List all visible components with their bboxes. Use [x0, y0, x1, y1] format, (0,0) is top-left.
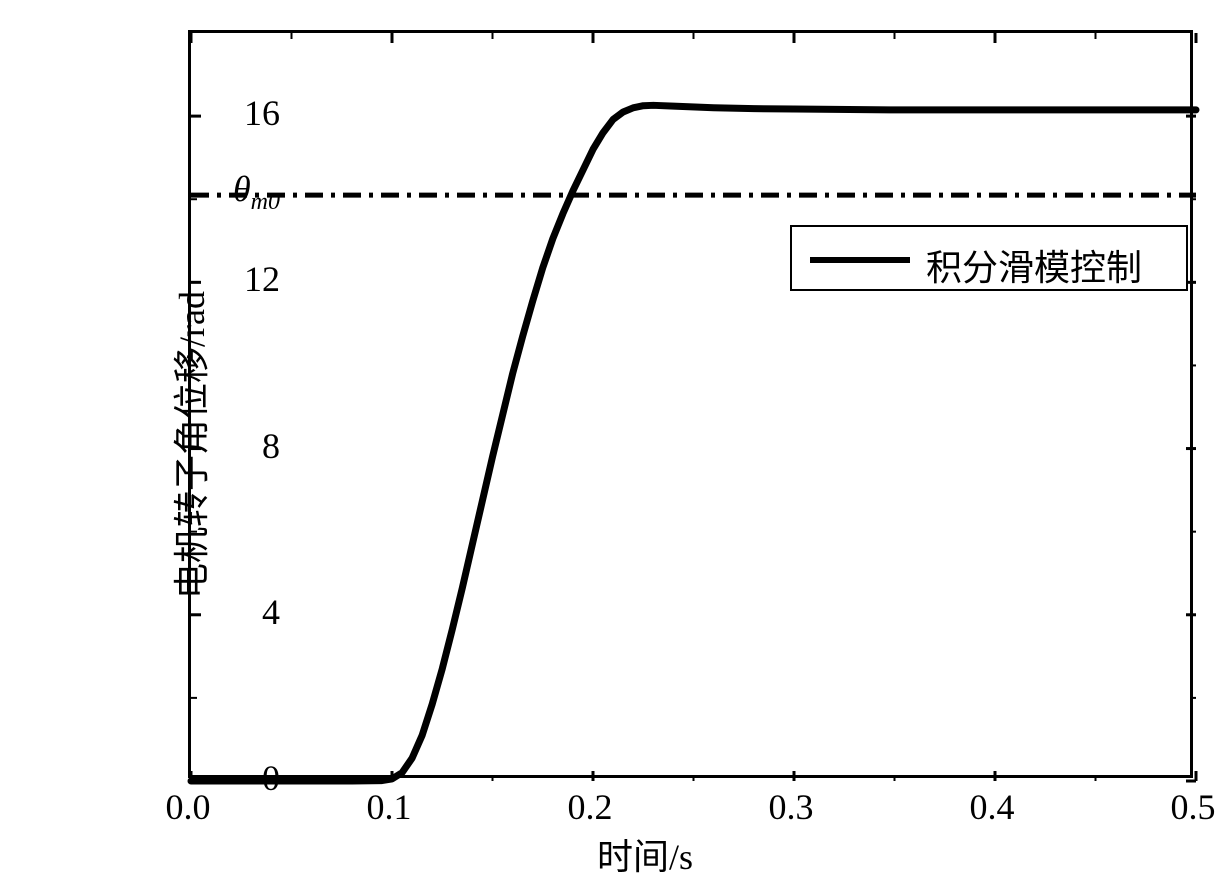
x-tick-label: 0.5 — [1171, 786, 1216, 828]
y-tick-label: 12 — [244, 258, 280, 300]
plot-area — [188, 30, 1193, 778]
line-chart: 电机转子角位移/rad 时间/s 0481216 0.00.10.20.30.4… — [80, 20, 1210, 870]
y-tick-label: 0 — [262, 757, 280, 799]
legend-label: 积分滑模控制 — [926, 239, 1142, 291]
legend-line-sample — [810, 257, 910, 263]
legend: 积分滑模控制 — [790, 225, 1188, 291]
y-tick-label: 4 — [262, 591, 280, 633]
y-tick-label: 16 — [244, 92, 280, 134]
series-line — [191, 105, 1196, 781]
x-tick-label: 0.2 — [568, 786, 613, 828]
x-tick-label: 0.4 — [970, 786, 1015, 828]
y-tick-label-theta-m0: θm0 — [233, 168, 280, 216]
x-tick-label: 0.1 — [367, 786, 412, 828]
x-tick-label: 0.3 — [769, 786, 814, 828]
chart-svg — [191, 33, 1190, 775]
x-axis-label: 时间/s — [597, 828, 693, 880]
x-tick-label: 0.0 — [166, 786, 211, 828]
y-tick-label: 8 — [262, 425, 280, 467]
